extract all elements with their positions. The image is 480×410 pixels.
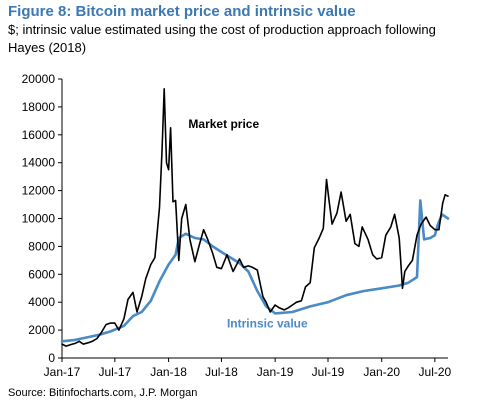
figure-title: Figure 8: Bitcoin market price and intri…: [8, 3, 356, 20]
x-tick-label: Jan-20: [363, 365, 400, 379]
x-tick-label: Jul-18: [205, 365, 238, 379]
y-tick-label: 4000: [28, 295, 55, 309]
y-tick-label: 0: [48, 351, 55, 365]
market-price-line: [61, 88, 449, 347]
market-price-annotation: Market price: [188, 117, 259, 131]
x-tick-label: Jul-20: [419, 365, 452, 379]
figure-subtitle: $; intrinsic value estimated using the c…: [8, 22, 436, 55]
x-tick-label: Jan-19: [257, 365, 294, 379]
x-tick-label: Jul-17: [99, 365, 132, 379]
y-tick-label: 18000: [22, 100, 56, 114]
chart-series-layer: [60, 88, 450, 347]
y-tick-label: 14000: [22, 156, 56, 170]
y-tick-label: 8000: [28, 239, 55, 253]
y-tick-label: 2000: [28, 323, 55, 337]
x-tick-label: Jan-18: [150, 365, 187, 379]
y-tick-label: 20000: [22, 72, 56, 86]
y-tick-label: 12000: [22, 184, 56, 198]
x-tick-label: Jan-17: [44, 365, 81, 379]
y-tick-label: 16000: [22, 128, 56, 142]
x-tick-label: Jul-19: [312, 365, 345, 379]
y-tick-label: 10000: [22, 212, 56, 226]
intrinsic-value-annotation: Intrinsic value: [227, 316, 308, 330]
chart-axes: 0 2000 4000 6000 8000 10000 12000 14000 16000 180…: [22, 72, 452, 379]
y-tick-label: 6000: [28, 267, 55, 281]
figure-source: Source: Bitinfocharts.com, J.P. Morgan: [8, 387, 198, 399]
